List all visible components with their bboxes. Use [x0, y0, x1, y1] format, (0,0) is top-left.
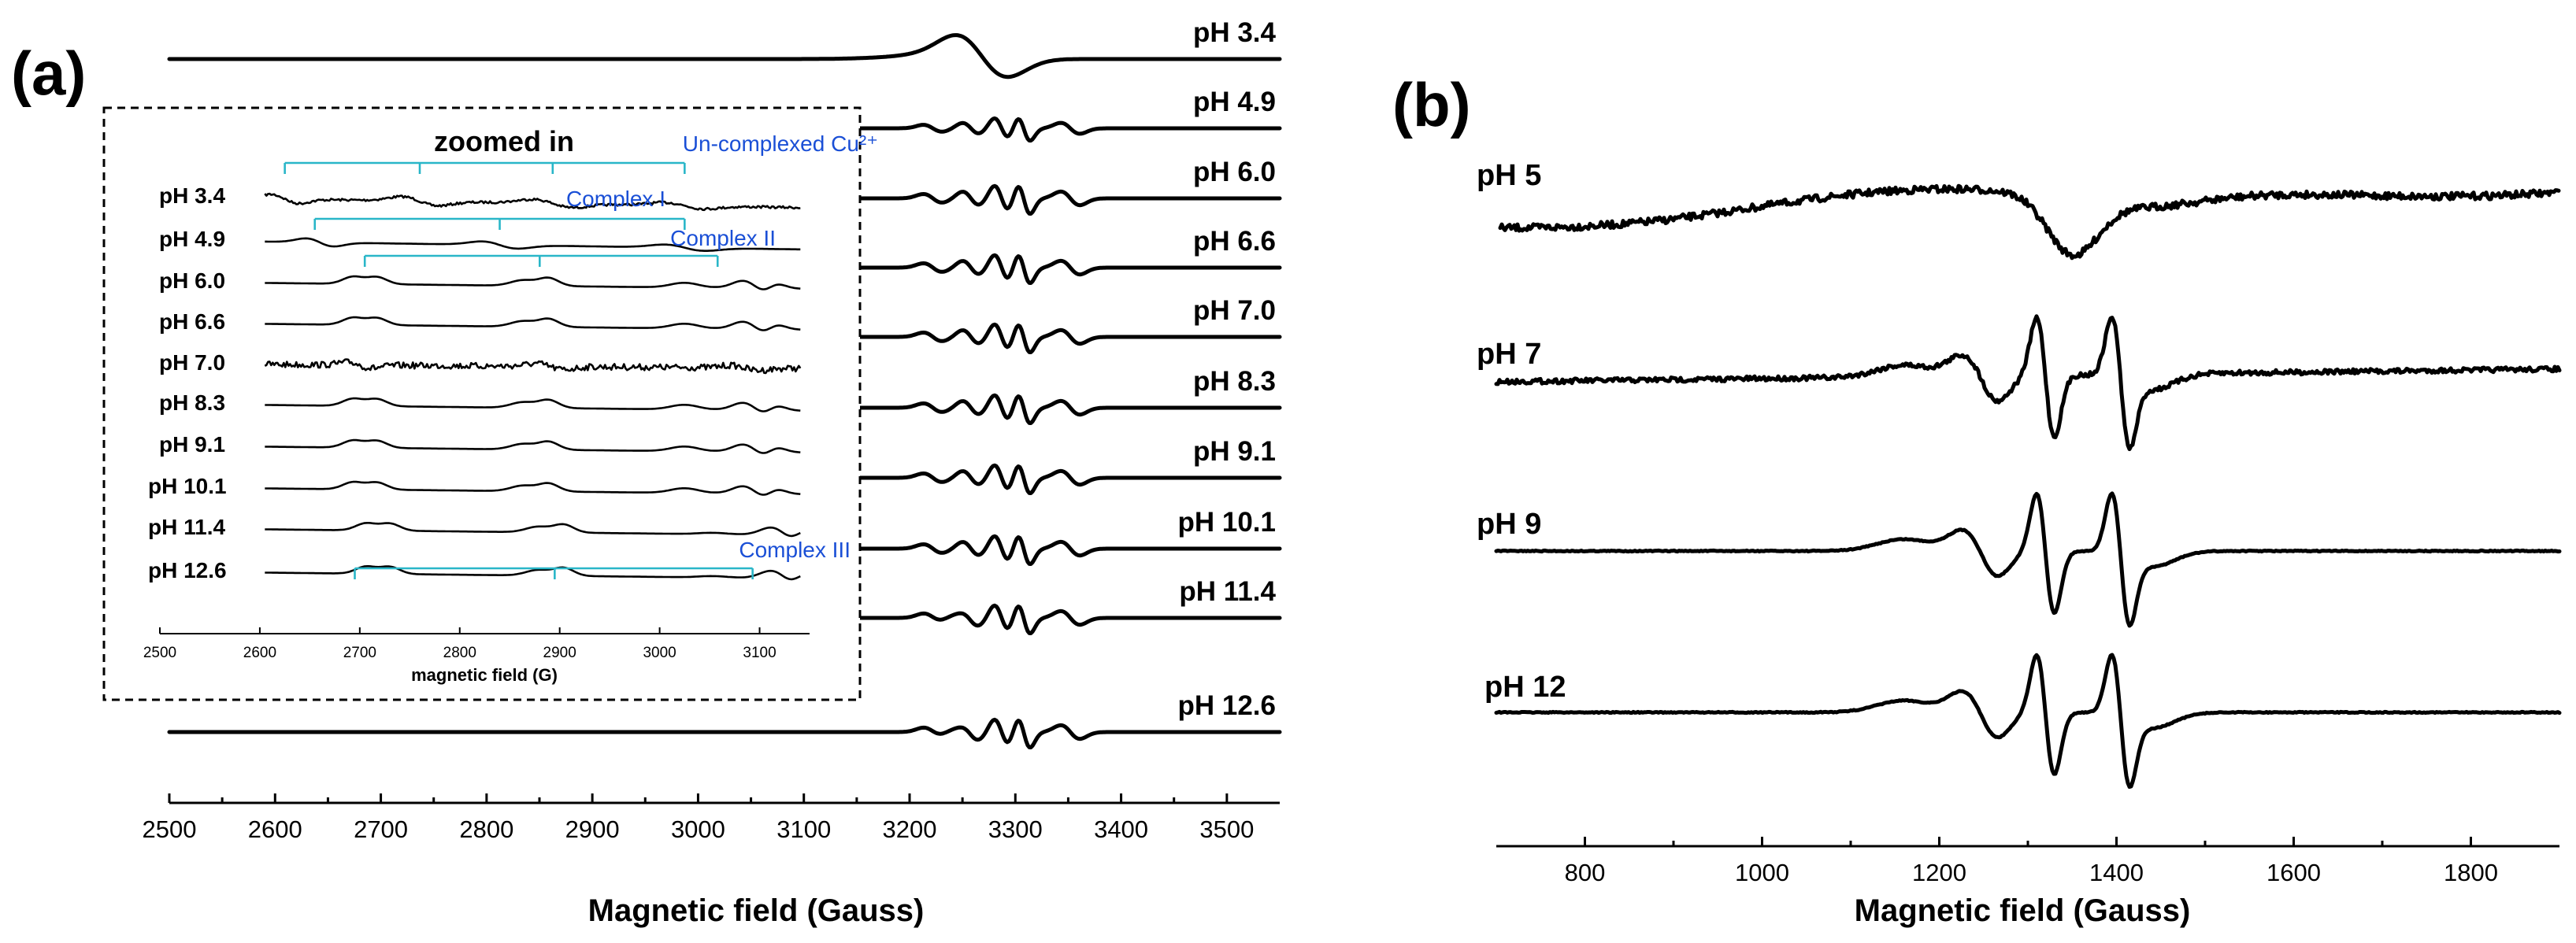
- trace-ph-3-4: [167, 33, 1282, 80]
- inset-tick-label-2800: 2800: [443, 645, 476, 661]
- inset-trace-ph-6-6: [265, 316, 801, 331]
- annotation-complex-i: Complex I: [566, 187, 665, 211]
- label-ph-12-6: pH 12.6: [1178, 690, 1277, 721]
- label-ph-6-0: pH 6.0: [1193, 157, 1276, 187]
- inset-label-ph-7-0: pH 7.0: [159, 350, 225, 375]
- annotation-complex-iii: Complex III: [739, 538, 851, 562]
- label-ph-11-4: pH 11.4: [1179, 576, 1276, 607]
- label-ph-10-1: pH 10.1: [1178, 507, 1277, 538]
- inset-label-ph-9-1: pH 9.1: [159, 432, 225, 457]
- panel-a-traces: [167, 33, 1282, 749]
- inset-label-ph-12-6: pH 12.6: [148, 558, 227, 582]
- inset-axis-title: magnetic field (G): [411, 665, 558, 685]
- inset-trace-ph-8-3: [265, 397, 801, 412]
- panel-b-x-axis-title: Magnetic field (Gauss): [1855, 893, 2191, 928]
- label-ph-7-0: pH 7.0: [1193, 295, 1276, 326]
- zoomed-inset: zoomed in pH 3.4 pH 4.9 pH 6.0 pH 6.6 pH 7.0 p…: [102, 106, 878, 701]
- trace-ph-11-4: [852, 603, 1282, 635]
- inset-trace-ph-6-0: [265, 275, 801, 290]
- label-b-ph-12: pH 12: [1484, 671, 1566, 704]
- inset-tick-label-3000: 3000: [643, 645, 676, 661]
- label-b-ph-9: pH 9: [1477, 508, 1541, 541]
- panel-a-x-axis: 2500 2600 2700 2800 2900 3000 3100 3200 3300 3400…: [143, 793, 1280, 843]
- trace-ph-9-1: [852, 463, 1282, 495]
- inset-tick-label-2900: 2900: [543, 645, 576, 661]
- panel-b-tick-label-1600: 1600: [2267, 859, 2321, 886]
- inset-tick-label-3100: 3100: [743, 645, 776, 661]
- trace-b-ph-5: [1498, 183, 2561, 261]
- panel-a: (a) pH 3.4 pH 4.9 pH 6.0 pH 6.6 pH 7.0 pH 8.3…: [11, 17, 1282, 928]
- panel-b-tick-label-800: 800: [1565, 859, 1606, 886]
- inset-label-ph-11-4: pH 11.4: [148, 515, 225, 539]
- inset-label-ph-10-1: pH 10.1: [148, 474, 227, 498]
- panel-b: (b) pH 5 pH 7 pH 9 pH 12 800 1000 1200 1400 160…: [1392, 70, 2562, 928]
- inset-trace-ph-9-1: [265, 438, 801, 454]
- panel-a-tick-label-2500: 2500: [143, 815, 197, 843]
- label-ph-8-3: pH 8.3: [1193, 366, 1276, 397]
- label-ph-3-4: pH 3.4: [1193, 17, 1277, 48]
- trace-b-ph-12: [1494, 653, 2562, 790]
- inset-trace-ph-3-4: [264, 192, 801, 212]
- panel-b-tick-label-1800: 1800: [2444, 859, 2498, 886]
- inset-label-ph-8-3: pH 8.3: [159, 390, 225, 415]
- trace-ph-7-0: [852, 322, 1282, 354]
- inset-label-ph-3-4: pH 3.4: [159, 183, 225, 208]
- panel-b-ph-labels: pH 5 pH 7 pH 9 pH 12: [1477, 159, 1566, 704]
- trace-ph-6-0: [852, 183, 1282, 216]
- trace-ph-6-6: [852, 253, 1282, 285]
- inset-title: zoomed in: [434, 125, 574, 157]
- inset-tick-label-2500: 2500: [143, 645, 176, 661]
- inset-trace-ph-10-1: [265, 480, 801, 496]
- label-b-ph-5: pH 5: [1477, 159, 1541, 192]
- panel-a-tick-label-2800: 2800: [459, 815, 513, 843]
- panel-b-traces: [1494, 183, 2562, 790]
- label-ph-4-9: pH 4.9: [1193, 87, 1276, 117]
- inset-tick-label-2600: 2600: [243, 645, 276, 661]
- inset-trace-ph-11-4: [265, 522, 801, 538]
- panel-a-tick-label-3100: 3100: [777, 815, 831, 843]
- panel-a-ph-labels: pH 3.4 pH 4.9 pH 6.0 pH 6.6 pH 7.0 pH 8.3 pH 9…: [1178, 17, 1277, 721]
- panel-a-tick-label-2700: 2700: [354, 815, 408, 843]
- annotation-un-complexed-cu: Un-complexed Cu²⁺: [683, 131, 878, 156]
- panel-b-tick-label-1200: 1200: [1912, 859, 1966, 886]
- panel-a-tick-label-3000: 3000: [671, 815, 725, 843]
- annotation-complex-ii: Complex II: [670, 226, 776, 250]
- inset-label-ph-6-0: pH 6.0: [159, 268, 225, 293]
- inset-label-ph-4-9: pH 4.9: [159, 227, 225, 251]
- panel-a-tick-label-3200: 3200: [883, 815, 937, 843]
- panel-a-tick-label-3500: 3500: [1199, 815, 1254, 843]
- trace-ph-12-6: [167, 717, 1282, 749]
- panel-b-tick-label-1000: 1000: [1735, 859, 1789, 886]
- trace-ph-4-9: [852, 116, 1282, 143]
- panel-b-x-axis: 800 1000 1200 1400 1600 1800: [1496, 837, 2559, 886]
- panel-b-label: (b): [1392, 70, 1471, 139]
- label-ph-6-6: pH 6.6: [1193, 226, 1276, 257]
- panel-a-label: (a): [11, 39, 86, 108]
- panel-a-tick-label-3300: 3300: [988, 815, 1043, 843]
- label-b-ph-7: pH 7: [1477, 338, 1541, 371]
- label-ph-9-1: pH 9.1: [1193, 436, 1276, 467]
- panel-a-tick-label-2600: 2600: [248, 815, 302, 843]
- trace-b-ph-7: [1494, 314, 2562, 452]
- inset-tick-label-2700: 2700: [343, 645, 376, 661]
- panel-b-tick-label-1400: 1400: [2089, 859, 2144, 886]
- trace-ph-8-3: [852, 393, 1282, 425]
- inset-trace-ph-4-9: [265, 237, 801, 252]
- inset-trace-ph-7-0: [264, 358, 802, 375]
- trace-b-ph-9: [1494, 491, 2562, 628]
- panel-a-x-axis-title: Magnetic field (Gauss): [588, 893, 925, 928]
- trace-ph-10-1: [852, 534, 1282, 566]
- panel-a-tick-label-2900: 2900: [565, 815, 620, 843]
- inset-label-ph-6-6: pH 6.6: [159, 309, 225, 334]
- panel-a-tick-label-3400: 3400: [1094, 815, 1148, 843]
